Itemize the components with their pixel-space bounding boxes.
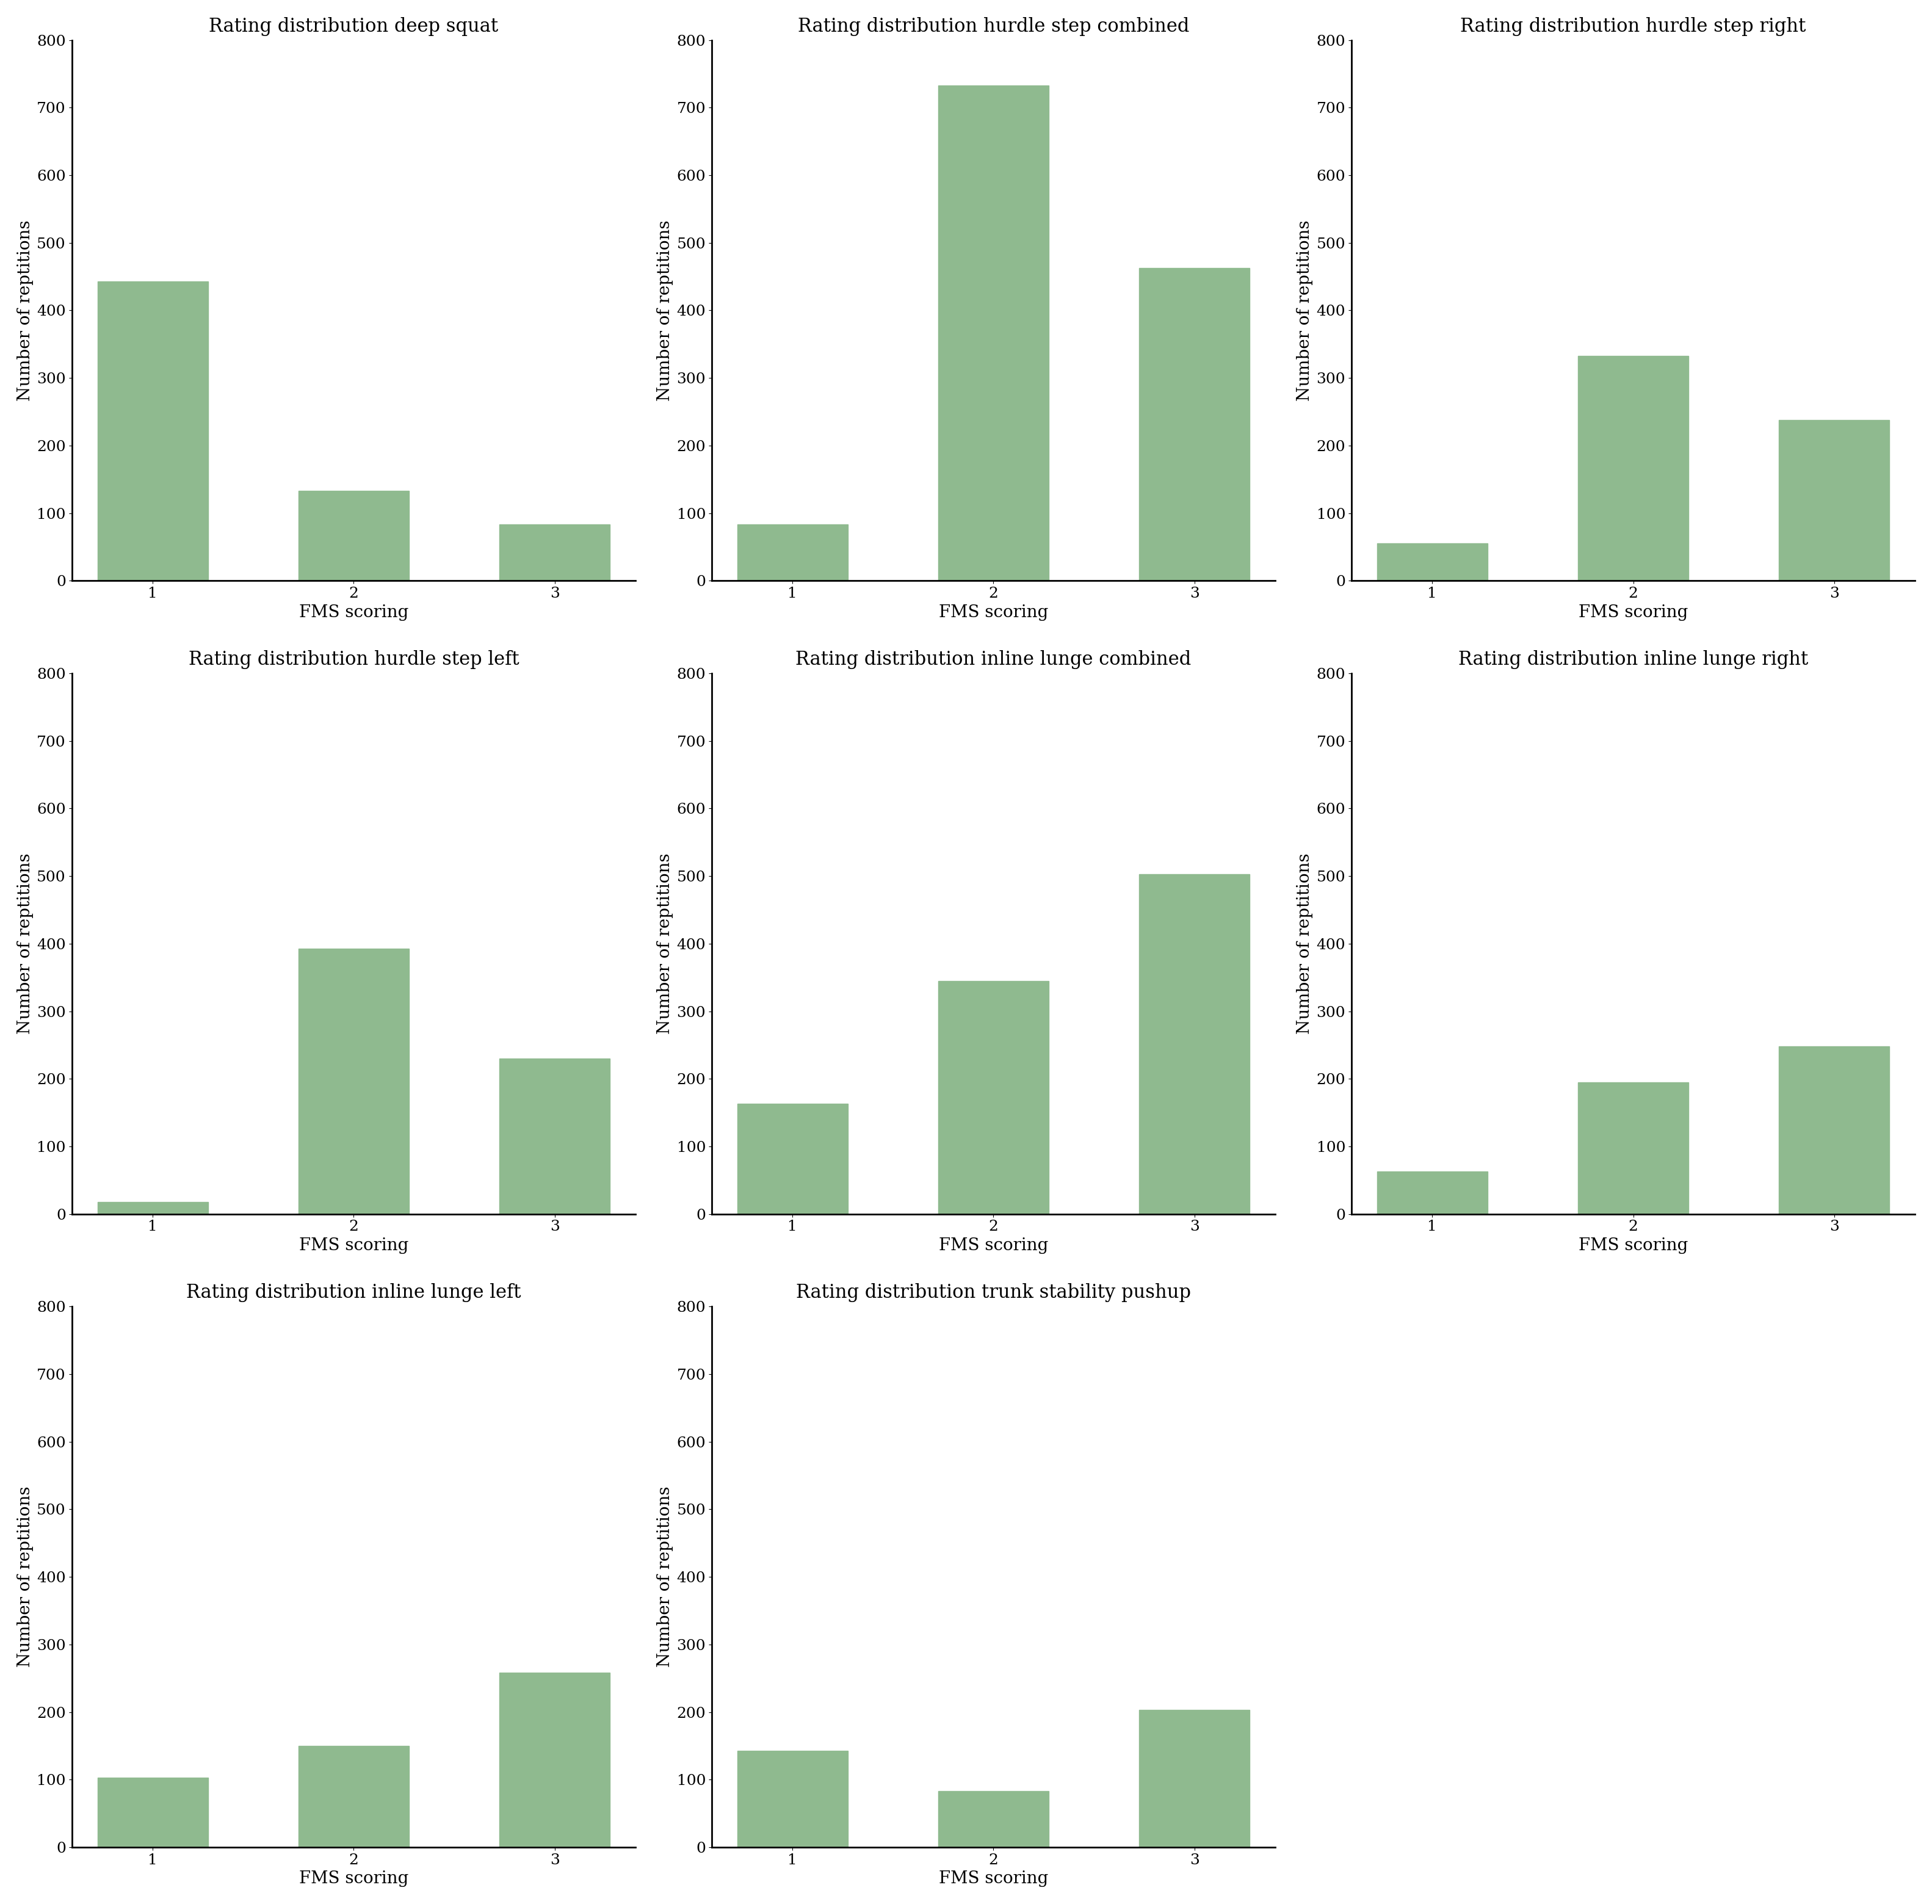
X-axis label: FMS scoring: FMS scoring [939,1238,1049,1255]
Bar [939,981,1049,1215]
Bar [738,526,848,581]
Bar [1578,1081,1689,1215]
Title: Rating distribution deep squat: Rating distribution deep squat [209,17,498,36]
Y-axis label: Number of reptitions: Number of reptitions [657,219,672,402]
Title: Rating distribution hurdle step left: Rating distribution hurdle step left [187,649,520,668]
Bar [298,491,410,581]
Bar [1578,356,1689,581]
Y-axis label: Number of reptitions: Number of reptitions [17,853,33,1034]
X-axis label: FMS scoring: FMS scoring [939,1870,1049,1887]
X-axis label: FMS scoring: FMS scoring [939,604,1049,621]
X-axis label: FMS scoring: FMS scoring [1578,604,1689,621]
Title: Rating distribution inline lunge right: Rating distribution inline lunge right [1459,649,1808,668]
Bar [1779,421,1889,581]
Title: Rating distribution hurdle step combined: Rating distribution hurdle step combined [798,17,1190,36]
Y-axis label: Number of reptitions: Number of reptitions [1296,853,1314,1034]
Bar [1779,1047,1889,1215]
Bar [498,1059,611,1215]
Bar [498,1674,611,1847]
Title: Rating distribution inline lunge left: Rating distribution inline lunge left [185,1283,522,1302]
Bar [1378,1171,1488,1215]
Bar [97,282,209,581]
X-axis label: FMS scoring: FMS scoring [299,1238,408,1255]
Bar [738,1750,848,1847]
X-axis label: FMS scoring: FMS scoring [299,1870,408,1887]
Bar [738,1104,848,1215]
X-axis label: FMS scoring: FMS scoring [1578,1238,1689,1255]
Bar [298,1746,410,1847]
Y-axis label: Number of reptitions: Number of reptitions [17,1487,33,1668]
Bar [97,1201,209,1215]
Bar [97,1778,209,1847]
Bar [298,948,410,1215]
Title: Rating distribution hurdle step right: Rating distribution hurdle step right [1461,17,1806,36]
Bar [939,86,1049,581]
Y-axis label: Number of reptitions: Number of reptitions [657,853,672,1034]
Bar [1378,543,1488,581]
Y-axis label: Number of reptitions: Number of reptitions [657,1487,672,1668]
Title: Rating distribution inline lunge combined: Rating distribution inline lunge combine… [796,649,1192,668]
Y-axis label: Number of reptitions: Number of reptitions [17,219,33,402]
Bar [1140,1710,1250,1847]
Bar [498,526,611,581]
Title: Rating distribution trunk stability pushup: Rating distribution trunk stability push… [796,1283,1190,1302]
Bar [939,1792,1049,1847]
Bar [1140,268,1250,581]
Y-axis label: Number of reptitions: Number of reptitions [1296,219,1314,402]
X-axis label: FMS scoring: FMS scoring [299,604,408,621]
Bar [1140,874,1250,1215]
